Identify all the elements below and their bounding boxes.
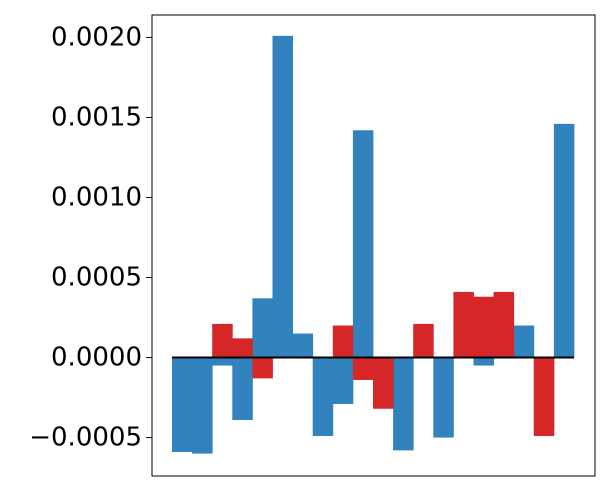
red-bar-10 bbox=[373, 357, 394, 409]
blue-bar-7 bbox=[312, 357, 334, 436]
blue-bar-19 bbox=[553, 123, 575, 358]
blue-bar-1 bbox=[192, 357, 213, 454]
blue-bar-2 bbox=[212, 357, 233, 366]
blue-bar-8 bbox=[332, 357, 354, 404]
red-bar-2 bbox=[212, 323, 233, 358]
y-tick-label: 0.0020 bbox=[51, 22, 142, 52]
blue-bar-9 bbox=[352, 130, 374, 358]
plot-frame bbox=[151, 14, 596, 477]
red-bar-15 bbox=[473, 296, 494, 358]
blue-bar-5 bbox=[272, 35, 293, 358]
red-bar-8 bbox=[332, 325, 354, 358]
bars-layer bbox=[172, 35, 575, 454]
y-tick-label: 0.0000 bbox=[51, 343, 142, 373]
red-bar-14 bbox=[453, 291, 474, 358]
blue-bar-4 bbox=[252, 298, 273, 358]
blue-bar-3 bbox=[232, 357, 253, 420]
red-bar-9 bbox=[352, 357, 374, 380]
blue-bar-11 bbox=[393, 357, 414, 451]
y-tick-label: −0.0005 bbox=[29, 423, 142, 453]
blue-bar-6 bbox=[292, 333, 314, 358]
blue-bar-17 bbox=[513, 325, 535, 358]
red-bar-18 bbox=[533, 357, 555, 436]
blue-bar-13 bbox=[433, 357, 454, 438]
blue-bar-0 bbox=[172, 357, 193, 452]
red-bar-4 bbox=[252, 357, 273, 379]
red-bar-12 bbox=[413, 323, 434, 358]
y-tick-label: 0.0010 bbox=[51, 182, 142, 212]
blue-bar-15 bbox=[473, 357, 494, 366]
y-tick-label: 0.0015 bbox=[51, 102, 142, 132]
red-bar-16 bbox=[493, 291, 515, 358]
red-bar-3 bbox=[232, 338, 253, 358]
y-tick-label: 0.0005 bbox=[51, 263, 142, 293]
y-axis-ticks: −0.0005 0.0000 0.0005 0.0010 0.0015 0.0020 bbox=[29, 22, 152, 453]
